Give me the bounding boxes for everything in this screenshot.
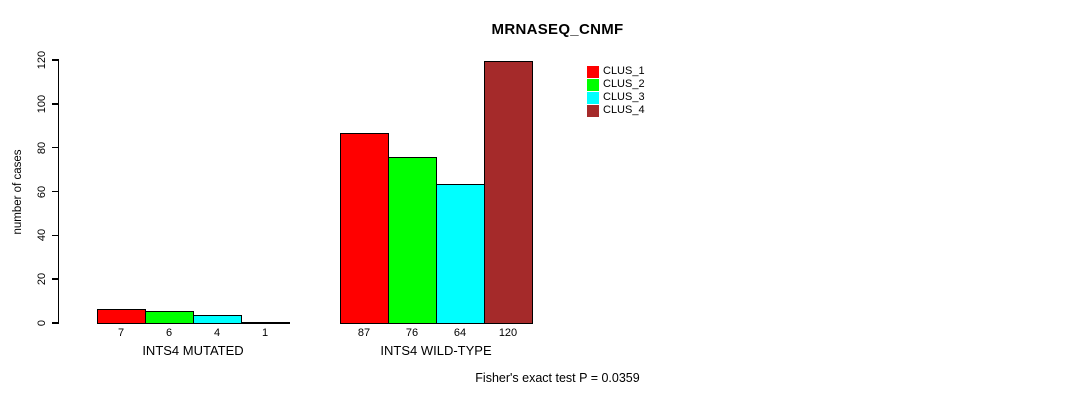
- y-tick-label: 60: [36, 185, 48, 198]
- bar-clus_3-mutated: [193, 315, 242, 324]
- bar-value-label: 87: [357, 327, 371, 339]
- y-tick-label: 0: [36, 319, 48, 327]
- legend-swatch-clus_1: [587, 66, 599, 78]
- legend-label: CLUS_3: [603, 91, 645, 103]
- y-tick-mark: [52, 278, 59, 280]
- bar-value-label: 7: [117, 327, 125, 339]
- bar-clus_1-mutated: [97, 308, 146, 324]
- bar-value-label: 6: [165, 327, 173, 339]
- bar-clus_4-wildtype: [484, 61, 533, 324]
- legend-swatch-clus_4: [587, 105, 599, 117]
- chart-title: MRNASEQ_CNMF: [491, 21, 624, 38]
- y-tick-mark: [52, 190, 59, 193]
- bar-value-label: 120: [498, 327, 518, 339]
- bar-clus_2-wildtype: [388, 157, 437, 324]
- y-tick-mark: [52, 146, 59, 149]
- y-tick-label: 40: [36, 229, 48, 242]
- y-tick-mark: [52, 322, 59, 324]
- y-tick-label: 100: [36, 94, 48, 114]
- bar-clus_2-mutated: [145, 310, 194, 324]
- y-axis-label: number of cases: [12, 149, 24, 235]
- legend-label: CLUS_1: [603, 65, 645, 77]
- y-tick-mark: [52, 103, 59, 105]
- bar-value-label: 76: [405, 327, 419, 339]
- legend-label: CLUS_2: [603, 78, 645, 90]
- y-tick-label: 80: [36, 141, 48, 154]
- bar-clus_1-wildtype: [340, 133, 389, 324]
- bar-value-label: 1: [261, 327, 269, 339]
- bar-clus_3-wildtype: [436, 183, 485, 324]
- bar-value-label: 4: [213, 327, 221, 339]
- y-tick-mark: [52, 59, 59, 61]
- legend-label: CLUS_4: [603, 104, 645, 116]
- bar-clus_4-mutated: [241, 321, 290, 324]
- bar-value-label: 64: [453, 327, 467, 339]
- annotation-text: Fisher's exact test P = 0.0359: [475, 371, 640, 385]
- group-label: INTS4 WILD-TYPE: [380, 343, 492, 358]
- legend-swatch-clus_2: [587, 79, 599, 91]
- legend-swatch-clus_3: [587, 92, 599, 104]
- y-tick-label: 120: [36, 50, 48, 70]
- y-tick-mark: [52, 234, 59, 237]
- group-label: INTS4 MUTATED: [142, 343, 244, 358]
- y-tick-label: 20: [36, 273, 48, 286]
